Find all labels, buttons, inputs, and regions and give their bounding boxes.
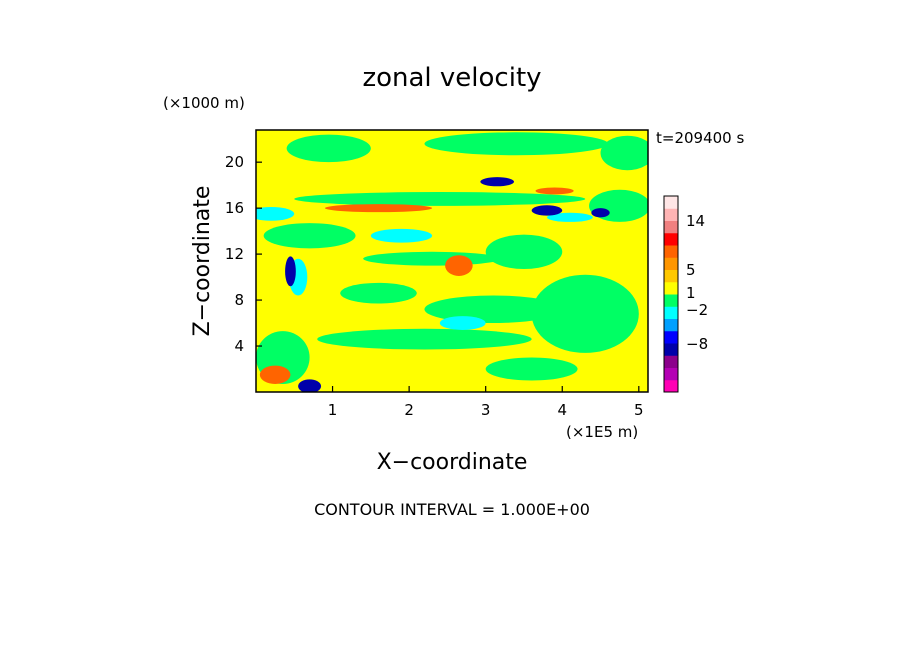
- contour-region-7: [340, 282, 417, 304]
- contour-region-19: [370, 228, 433, 243]
- y-unit-label: (×1000 m): [163, 94, 245, 112]
- y-tick-label: 8: [234, 291, 244, 309]
- y-tick-label: 4: [234, 337, 244, 355]
- contour-region-12: [485, 357, 578, 381]
- colorbar-swatch: [664, 232, 678, 246]
- colorbar-swatch: [664, 281, 678, 295]
- contour-region-9: [531, 274, 639, 353]
- colorbar-swatch: [664, 355, 678, 368]
- y-axis-label: Z−coordinate: [190, 186, 215, 337]
- colorbar-swatch: [664, 379, 678, 393]
- colorbar-frame: [663, 195, 679, 393]
- x-axis: 1 2 3 4 5: [328, 386, 644, 419]
- chart-title: zonal velocity: [362, 63, 541, 93]
- contour-region-16: [445, 255, 473, 276]
- x-unit-label: (×1E5 m): [566, 423, 638, 441]
- contour-region-14: [324, 204, 433, 213]
- y-axis: 4 8 12 16 20: [225, 153, 262, 355]
- colorbar-swatch: [664, 220, 678, 234]
- y-tick-label: 20: [225, 153, 244, 171]
- contour-region-8: [424, 295, 563, 324]
- contour-region-17: [259, 365, 291, 384]
- colorbar-swatch: [664, 343, 678, 356]
- colorbar-swatch: [664, 257, 678, 270]
- x-tick-label: 2: [404, 401, 414, 419]
- colorbar-label: −2: [686, 301, 708, 319]
- contour-region-21: [546, 212, 593, 222]
- contour-region-24: [531, 205, 563, 216]
- contour-region-10: [317, 328, 532, 350]
- time-label: t=209400 s: [656, 129, 744, 147]
- colorbar-swatch: [664, 269, 678, 283]
- x-axis-label: X−coordinate: [377, 450, 528, 475]
- colorbar-swatch: [664, 318, 678, 332]
- plot-area: [256, 130, 648, 392]
- colorbar-label: 1: [686, 284, 696, 302]
- colorbar-swatch: [664, 245, 678, 258]
- y-tick-label: 12: [225, 245, 244, 263]
- contour-region-2: [600, 135, 648, 171]
- x-tick-label: 5: [634, 401, 644, 419]
- x-tick-label: 1: [328, 401, 338, 419]
- colorbar-swatch: [664, 196, 678, 209]
- contour-region-5: [363, 251, 501, 266]
- colorbar-swatch: [664, 330, 678, 344]
- contour-region-1: [424, 132, 609, 156]
- contour-region-18: [256, 206, 295, 221]
- contour-region-15: [535, 187, 574, 195]
- contour-region-27: [298, 379, 322, 392]
- contour-region-20: [439, 316, 486, 330]
- x-tick-label: 3: [481, 401, 491, 419]
- contour-region-25: [591, 208, 610, 218]
- contour-region-4: [263, 223, 356, 249]
- contour-region-6: [485, 234, 563, 270]
- plot-frame: [255, 129, 649, 393]
- colorbar: 14 5 1−2 −8: [663, 195, 708, 393]
- contour-region-26: [285, 256, 296, 287]
- colorbar-swatch: [664, 306, 678, 319]
- colorbar-swatch: [664, 208, 678, 221]
- contour-region-3: [294, 192, 586, 206]
- contour-interval-note: CONTOUR INTERVAL = 1.000E+00: [314, 500, 590, 519]
- colorbar-label: −8: [686, 335, 708, 353]
- contour-region-0: [286, 134, 371, 163]
- colorbar-swatch: [664, 367, 678, 381]
- y-tick-label: 16: [225, 199, 244, 217]
- contour-region-23: [480, 177, 515, 187]
- colorbar-swatch: [664, 294, 678, 307]
- colorbar-label: 14: [686, 212, 705, 230]
- x-tick-label: 4: [557, 401, 567, 419]
- colorbar-label: 5: [686, 261, 696, 279]
